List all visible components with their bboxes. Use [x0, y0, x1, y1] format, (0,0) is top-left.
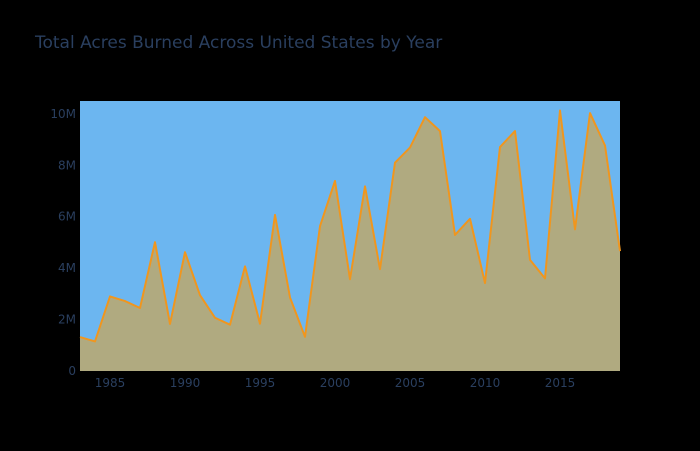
- data-point: [243, 264, 247, 268]
- data-point: [573, 227, 577, 231]
- data-point: [303, 335, 307, 339]
- y-tick-label: 4M: [58, 261, 76, 275]
- data-point: [78, 335, 82, 339]
- data-point: [618, 249, 622, 253]
- data-point: [453, 233, 457, 237]
- data-point: [513, 129, 517, 133]
- data-point: [138, 306, 142, 310]
- data-point: [528, 258, 532, 262]
- y-tick-label: 6M: [58, 210, 76, 224]
- series-line: [79, 109, 621, 343]
- data-point: [93, 339, 97, 343]
- data-point: [213, 316, 217, 320]
- data-point: [168, 322, 172, 326]
- data-point: [153, 240, 157, 244]
- x-tick-label: 2010: [470, 376, 501, 390]
- x-tick-label: 1990: [170, 376, 201, 390]
- data-point: [333, 179, 337, 183]
- data-point: [183, 250, 187, 254]
- x-tick-label: 1985: [95, 376, 126, 390]
- y-tick-label: 8M: [58, 158, 76, 172]
- data-point: [363, 184, 367, 188]
- data-point: [603, 143, 607, 147]
- data-point: [498, 145, 502, 149]
- x-axis: 1985 1990 1995 2000 2005 2010 2015: [95, 376, 576, 390]
- data-point: [318, 224, 322, 228]
- data-point: [348, 277, 352, 281]
- data-point: [408, 146, 412, 150]
- data-point: [228, 323, 232, 327]
- data-point: [468, 217, 472, 221]
- data-point: [288, 295, 292, 299]
- y-tick-label: 0: [68, 364, 76, 378]
- data-point: [273, 213, 277, 217]
- data-point: [483, 281, 487, 285]
- data-point: [393, 161, 397, 165]
- data-point: [123, 299, 127, 303]
- x-tick-label: 2005: [395, 376, 426, 390]
- x-tick-label: 2000: [320, 376, 351, 390]
- area-layer: [78, 109, 622, 371]
- y-axis: 0 2M 4M 6M 8M 10M: [50, 107, 76, 378]
- area-fill: [80, 110, 620, 371]
- chart-title: Total Acres Burned Across United States …: [35, 33, 443, 53]
- data-point: [108, 294, 112, 298]
- x-tick-label: 2015: [545, 376, 576, 390]
- y-tick-label: 2M: [58, 313, 76, 327]
- data-point: [258, 322, 262, 326]
- data-point: [378, 267, 382, 271]
- data-point: [438, 129, 442, 133]
- data-point: [588, 111, 592, 115]
- data-point: [198, 293, 202, 297]
- data-point: [423, 115, 427, 119]
- x-tick-label: 1995: [245, 376, 276, 390]
- data-point: [543, 276, 547, 280]
- y-tick-label: 10M: [50, 107, 76, 121]
- data-point: [558, 109, 562, 113]
